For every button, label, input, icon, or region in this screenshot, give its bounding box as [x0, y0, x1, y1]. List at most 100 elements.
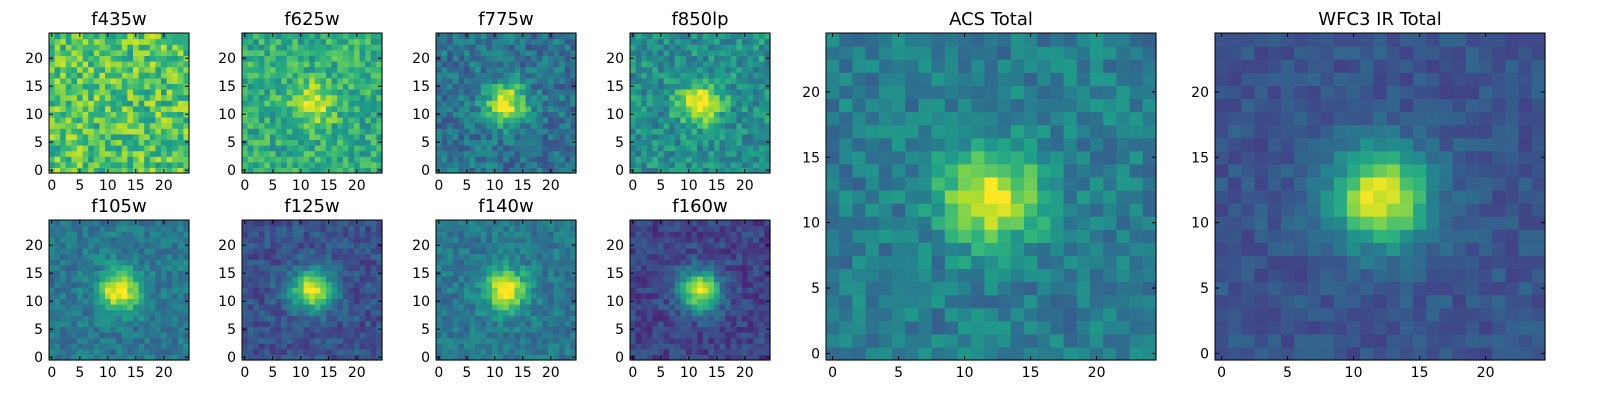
- heatmap-cell: [99, 242, 106, 249]
- x-tick-label: 20: [348, 365, 366, 381]
- heatmap-cell: [441, 248, 448, 255]
- heatmap-cell: [354, 320, 361, 327]
- heatmap-cell: [691, 72, 698, 79]
- heatmap-cell: [292, 292, 299, 299]
- heatmap-cell: [161, 248, 168, 255]
- heatmap-cell: [447, 259, 454, 266]
- heatmap-cell: [286, 276, 293, 283]
- heatmap-cell: [736, 348, 743, 355]
- heatmap-cell: [359, 100, 366, 107]
- heatmap-cell: [452, 89, 459, 96]
- heatmap-cell: [641, 33, 648, 40]
- axes-frame: [435, 32, 577, 174]
- heatmap-cell: [331, 242, 338, 249]
- heatmap-cell: [514, 337, 521, 344]
- heatmap-cell: [531, 348, 538, 355]
- y-tick-label: 15: [606, 79, 624, 95]
- heatmap-cell: [525, 298, 532, 305]
- heatmap-cell: [127, 304, 134, 311]
- heatmap-cell: [354, 332, 361, 339]
- heatmap-cell: [475, 128, 482, 135]
- heatmap-cell: [275, 167, 282, 174]
- heatmap-cell: [520, 270, 527, 277]
- heatmap-cell: [161, 225, 168, 232]
- heatmap-cell: [680, 49, 687, 56]
- heatmap-cell: [458, 105, 465, 112]
- heatmap-cell: [758, 83, 765, 90]
- heatmap-cell: [464, 287, 471, 294]
- heatmap-cell: [82, 343, 89, 350]
- heatmap-cell: [559, 133, 566, 140]
- heatmap-cell: [531, 253, 538, 260]
- heatmap-cell: [281, 133, 288, 140]
- heatmap-cell: [753, 281, 760, 288]
- heatmap-cell: [342, 337, 349, 344]
- heatmap-cell: [508, 292, 515, 299]
- heatmap-cell: [337, 44, 344, 51]
- heatmap-cell: [93, 83, 100, 90]
- heatmap-cell: [652, 332, 659, 339]
- heatmap-cell: [365, 167, 372, 174]
- heatmap-cell: [82, 139, 89, 146]
- heatmap-cell: [458, 253, 465, 260]
- heatmap-cell: [447, 111, 454, 118]
- heatmap-cell: [77, 337, 84, 344]
- heatmap-cell: [691, 348, 698, 355]
- heatmap-cell: [708, 139, 715, 146]
- x-tick-label: 5: [462, 178, 471, 194]
- heatmap-cell: [60, 343, 67, 350]
- heatmap-cell: [116, 38, 123, 45]
- heatmap-cell: [99, 128, 106, 135]
- heatmap-cell: [127, 156, 134, 163]
- heatmap-cell: [320, 248, 327, 255]
- heatmap-cell: [71, 128, 78, 135]
- heatmap-cell: [71, 77, 78, 84]
- heatmap-cell: [161, 77, 168, 84]
- x-tick-label: 10: [99, 178, 117, 194]
- heatmap-cell: [458, 270, 465, 277]
- heatmap-cell: [253, 117, 260, 124]
- heatmap-cell: [531, 61, 538, 68]
- heatmap-cell: [714, 332, 721, 339]
- heatmap-cell: [60, 66, 67, 73]
- heatmap-cell: [314, 343, 321, 350]
- heatmap-cell: [127, 89, 134, 96]
- heatmap-cell: [275, 83, 282, 90]
- heatmap-cell: [93, 100, 100, 107]
- heatmap-cell: [359, 326, 366, 333]
- heatmap-cell: [680, 145, 687, 152]
- heatmap-cell: [133, 156, 140, 163]
- heatmap-cell: [183, 264, 190, 271]
- heatmap-cell: [320, 100, 327, 107]
- heatmap-cell: [348, 89, 355, 96]
- heatmap-cell: [247, 55, 254, 62]
- heatmap-cell: [292, 326, 299, 333]
- heatmap-cell: [281, 337, 288, 344]
- heatmap-cell: [88, 33, 95, 40]
- heatmap-cell: [674, 77, 681, 84]
- heatmap-cell: [88, 156, 95, 163]
- heatmap-cell: [714, 343, 721, 350]
- heatmap-cell: [275, 61, 282, 68]
- heatmap-cell: [531, 161, 538, 168]
- heatmap-cell: [177, 105, 184, 112]
- heatmap-cell: [725, 315, 732, 322]
- heatmap-cell: [281, 128, 288, 135]
- heatmap-cell: [166, 38, 173, 45]
- heatmap-cell: [314, 276, 321, 283]
- heatmap-cell: [49, 128, 56, 135]
- heatmap-cell: [758, 167, 765, 174]
- heatmap-cell: [635, 122, 642, 129]
- heatmap-cell: [658, 128, 665, 135]
- heatmap-cell: [65, 139, 72, 146]
- heatmap-cell: [480, 117, 487, 124]
- heatmap-cell: [531, 354, 538, 361]
- heatmap-cell: [514, 309, 521, 316]
- heatmap-cell: [458, 77, 465, 84]
- heatmap-cell: [520, 100, 527, 107]
- heatmap-cell: [486, 253, 493, 260]
- heatmap-cell: [747, 145, 754, 152]
- heatmap-cell: [281, 298, 288, 305]
- heatmap-cell: [177, 259, 184, 266]
